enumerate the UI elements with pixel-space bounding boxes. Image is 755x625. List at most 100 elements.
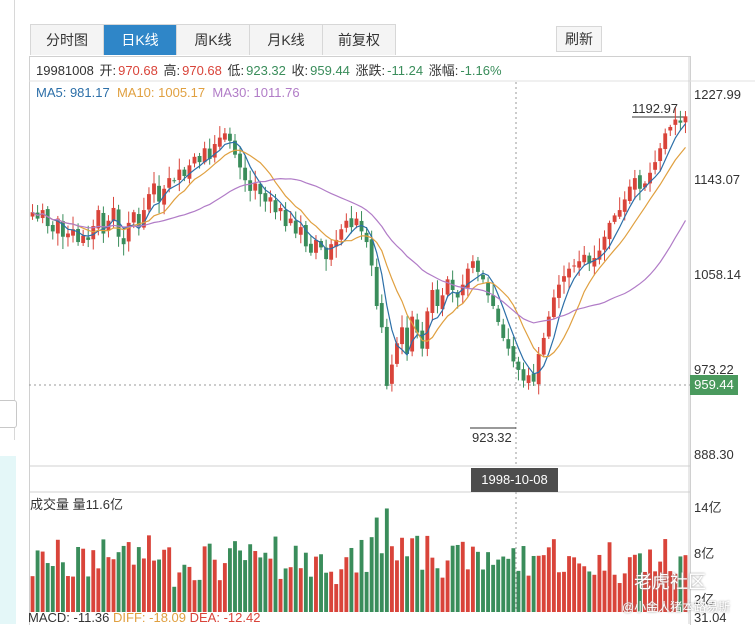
candle-up bbox=[632, 178, 637, 190]
volume-bar bbox=[172, 586, 177, 612]
tab-monthly-k[interactable]: 月K线 bbox=[250, 25, 323, 55]
candle-up bbox=[55, 218, 60, 234]
candle-up bbox=[253, 183, 258, 191]
volume-bar bbox=[562, 571, 566, 612]
volume-bar bbox=[273, 536, 278, 612]
candle-up bbox=[71, 229, 75, 236]
info-change-label: 涨跌: bbox=[355, 63, 386, 78]
volume-bar bbox=[612, 574, 617, 612]
candle-up bbox=[425, 311, 430, 349]
candle-down bbox=[678, 120, 683, 123]
volume-bar bbox=[496, 559, 501, 612]
volume-bar bbox=[430, 557, 435, 612]
volume-bar bbox=[364, 571, 369, 612]
volume-bar bbox=[658, 561, 663, 612]
volume-bar bbox=[622, 573, 627, 612]
info-high-label: 高: bbox=[163, 63, 181, 78]
left-panel-tab[interactable] bbox=[0, 400, 17, 428]
volume-bar bbox=[278, 578, 283, 612]
volume-axis-label: 8亿 bbox=[694, 546, 715, 561]
ma10-legend: MA10: 1005.17 bbox=[116, 85, 206, 100]
volume-bar bbox=[217, 580, 222, 612]
candle-up bbox=[212, 144, 217, 158]
candle-up bbox=[551, 297, 556, 318]
refresh-button[interactable]: 刷新 bbox=[556, 26, 602, 52]
volume-bar bbox=[157, 559, 161, 612]
info-low-label: 低: bbox=[227, 63, 245, 78]
volume-bar bbox=[248, 544, 253, 612]
tab-intraday[interactable]: 分时图 bbox=[31, 25, 104, 55]
volume-bar bbox=[349, 547, 354, 612]
candle-up bbox=[66, 233, 70, 238]
volume-bar bbox=[445, 560, 450, 612]
candle-down bbox=[637, 175, 642, 189]
candle-down bbox=[207, 148, 212, 159]
volume-bar bbox=[339, 569, 344, 612]
volume-bar bbox=[228, 548, 232, 612]
candle-up bbox=[470, 261, 475, 268]
candle-up bbox=[162, 188, 167, 205]
tab-daily-k[interactable]: 日K线 bbox=[104, 25, 177, 55]
volume-bar bbox=[531, 555, 536, 612]
volume-bar bbox=[440, 577, 445, 612]
candle-down bbox=[496, 308, 501, 322]
volume-bar bbox=[197, 579, 202, 612]
volume-bar bbox=[96, 568, 101, 612]
candle-down bbox=[182, 169, 187, 176]
candle-down bbox=[293, 220, 298, 234]
candle-down bbox=[364, 232, 369, 243]
price-axis-label: 1227.99 bbox=[694, 87, 741, 102]
volume-bar bbox=[546, 547, 551, 612]
volume-bar bbox=[470, 546, 475, 612]
candle-down bbox=[511, 346, 516, 362]
candle-down bbox=[506, 339, 511, 349]
tab-forward-adjust[interactable]: 前复权 bbox=[323, 25, 395, 55]
candle-up bbox=[91, 226, 96, 240]
candle-up bbox=[648, 172, 652, 184]
candle-up bbox=[592, 258, 597, 267]
candle-up bbox=[141, 210, 146, 228]
candle-up bbox=[222, 133, 227, 140]
volume-bar bbox=[648, 549, 652, 612]
volume-bar bbox=[111, 559, 116, 612]
volume-bar bbox=[400, 537, 404, 612]
volume-bar bbox=[334, 584, 339, 612]
volume-bar bbox=[263, 552, 268, 612]
volume-bar bbox=[283, 568, 288, 612]
candle-up bbox=[430, 290, 435, 313]
info-open-label: 开: bbox=[99, 63, 117, 78]
price-axis-label: 1143.07 bbox=[694, 172, 741, 187]
price-axis-label: 888.30 bbox=[694, 447, 734, 462]
ma-legend: MA5: 981.17 MA10: 1005.17 MA30: 1011.76 bbox=[36, 85, 300, 100]
macd-value: MACD: -11.36 bbox=[28, 610, 110, 625]
candle-up bbox=[192, 156, 197, 164]
tab-weekly-k[interactable]: 周K线 bbox=[177, 25, 250, 55]
volume-bar bbox=[121, 545, 126, 612]
volume-bar bbox=[557, 572, 561, 612]
volume-bar bbox=[308, 576, 313, 612]
candles-group bbox=[30, 106, 688, 395]
volume-bar bbox=[379, 553, 384, 612]
candle-up bbox=[673, 119, 678, 125]
volume-bar bbox=[465, 569, 470, 612]
volume-bar bbox=[329, 571, 334, 612]
candle-up bbox=[536, 353, 541, 385]
volume-bar bbox=[587, 571, 592, 612]
candle-down bbox=[359, 220, 364, 232]
candle-up bbox=[126, 222, 131, 242]
candle-up bbox=[187, 165, 192, 179]
volume-bar bbox=[632, 554, 637, 612]
candle-up bbox=[465, 268, 470, 288]
candle-up bbox=[622, 199, 627, 212]
info-close-label: 收: bbox=[291, 63, 309, 78]
candle-up bbox=[389, 364, 394, 384]
candle-down bbox=[501, 324, 506, 338]
info-open: 970.68 bbox=[118, 63, 158, 78]
candle-up bbox=[577, 261, 582, 268]
volume-bar bbox=[526, 575, 531, 612]
volume-bar bbox=[212, 559, 217, 612]
candle-up bbox=[298, 227, 303, 235]
candle-up bbox=[314, 239, 318, 253]
candle-up bbox=[567, 268, 571, 278]
